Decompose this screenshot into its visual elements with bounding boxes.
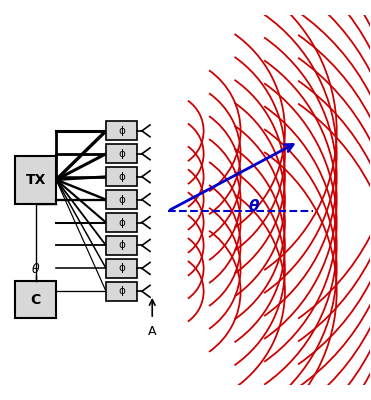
Text: ϕ: ϕ bbox=[118, 263, 125, 273]
Text: ϕ: ϕ bbox=[118, 126, 125, 136]
Text: ϕ: ϕ bbox=[118, 172, 125, 182]
Text: C: C bbox=[31, 293, 41, 307]
Text: θ: θ bbox=[249, 199, 259, 214]
Text: θ: θ bbox=[32, 263, 40, 276]
Text: ϕ: ϕ bbox=[118, 149, 125, 159]
Bar bbox=[106, 167, 137, 186]
Text: ϕ: ϕ bbox=[118, 240, 125, 250]
Bar bbox=[106, 259, 137, 278]
Text: TX: TX bbox=[26, 173, 46, 187]
Bar bbox=[106, 121, 137, 140]
Bar bbox=[106, 190, 137, 209]
Bar bbox=[16, 281, 56, 318]
Bar bbox=[106, 282, 137, 301]
Bar bbox=[106, 144, 137, 164]
Bar bbox=[16, 156, 56, 204]
Text: ϕ: ϕ bbox=[118, 286, 125, 296]
Text: A: A bbox=[148, 324, 157, 338]
Text: ϕ: ϕ bbox=[118, 195, 125, 205]
Bar bbox=[106, 213, 137, 232]
Text: ϕ: ϕ bbox=[118, 218, 125, 228]
Bar bbox=[106, 236, 137, 255]
